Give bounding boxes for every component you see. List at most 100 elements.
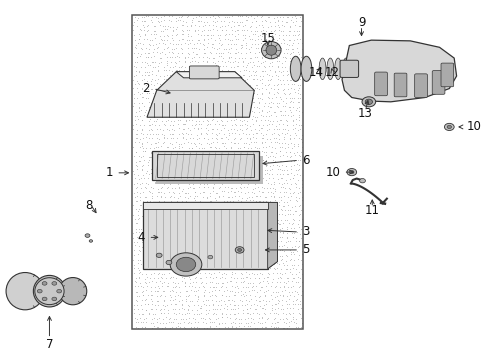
Point bbox=[129, 212, 137, 218]
Point bbox=[276, 307, 284, 312]
Point bbox=[163, 23, 171, 29]
Point bbox=[175, 217, 183, 223]
Point bbox=[209, 239, 217, 245]
Point bbox=[148, 217, 156, 223]
Point bbox=[202, 297, 209, 303]
Point bbox=[251, 230, 259, 236]
Point bbox=[197, 112, 205, 118]
Point bbox=[290, 172, 298, 177]
Point bbox=[167, 136, 175, 141]
Point bbox=[288, 249, 296, 255]
Point bbox=[288, 298, 296, 304]
Point bbox=[187, 163, 195, 169]
Point bbox=[140, 18, 148, 23]
Point bbox=[295, 301, 303, 307]
Point bbox=[256, 303, 264, 309]
Point bbox=[168, 108, 176, 114]
Point bbox=[230, 112, 238, 118]
Point bbox=[266, 28, 274, 34]
Point bbox=[267, 323, 275, 329]
Point bbox=[144, 104, 152, 110]
Point bbox=[194, 71, 202, 77]
Bar bbox=[156, 156, 263, 184]
Point bbox=[286, 193, 294, 198]
Point bbox=[198, 90, 206, 95]
Point bbox=[143, 175, 151, 181]
Point bbox=[158, 131, 165, 136]
Point bbox=[214, 166, 222, 172]
Point bbox=[293, 297, 301, 302]
Point bbox=[136, 190, 143, 196]
Point bbox=[251, 50, 259, 56]
Point bbox=[283, 167, 290, 173]
Point bbox=[144, 292, 152, 298]
Point bbox=[140, 229, 147, 235]
Point bbox=[194, 311, 202, 317]
Point bbox=[176, 270, 184, 276]
Point bbox=[193, 96, 201, 102]
Point bbox=[186, 238, 194, 244]
Point bbox=[233, 95, 241, 101]
Point bbox=[194, 18, 202, 24]
Point bbox=[168, 95, 176, 101]
Point bbox=[203, 118, 211, 124]
Point bbox=[289, 257, 297, 263]
Point bbox=[286, 251, 294, 257]
Point bbox=[288, 117, 296, 123]
Point bbox=[270, 23, 278, 29]
Point bbox=[166, 100, 174, 105]
Point bbox=[243, 113, 250, 118]
Point bbox=[243, 60, 251, 66]
Point bbox=[243, 122, 250, 127]
Point bbox=[139, 292, 146, 298]
Point bbox=[230, 243, 238, 248]
Point bbox=[169, 244, 177, 250]
Point bbox=[267, 279, 275, 285]
Point bbox=[283, 180, 290, 186]
Point bbox=[277, 217, 285, 222]
Point bbox=[133, 113, 141, 118]
Point bbox=[255, 298, 263, 304]
Point bbox=[163, 60, 170, 66]
Point bbox=[285, 289, 292, 295]
Point bbox=[258, 135, 265, 141]
Point bbox=[203, 262, 210, 267]
Point bbox=[276, 171, 284, 177]
Point bbox=[215, 243, 223, 249]
Point bbox=[160, 211, 168, 217]
Point bbox=[154, 271, 162, 276]
Point bbox=[273, 104, 281, 110]
Point bbox=[271, 198, 279, 203]
Point bbox=[254, 319, 262, 325]
Point bbox=[199, 235, 207, 240]
Point bbox=[139, 41, 147, 47]
Point bbox=[132, 162, 140, 168]
Point bbox=[151, 311, 159, 317]
Point bbox=[259, 202, 267, 208]
Point bbox=[153, 81, 161, 86]
Point bbox=[138, 59, 146, 65]
Point bbox=[288, 234, 296, 239]
Point bbox=[267, 238, 275, 244]
Point bbox=[242, 140, 249, 146]
Text: 4: 4 bbox=[137, 231, 144, 244]
Point bbox=[218, 229, 226, 235]
Point bbox=[212, 176, 220, 181]
Point bbox=[231, 207, 239, 213]
Point bbox=[244, 99, 252, 105]
Point bbox=[220, 46, 227, 52]
Point bbox=[230, 117, 238, 123]
Point bbox=[156, 278, 163, 284]
Point bbox=[195, 207, 203, 213]
Point bbox=[250, 85, 258, 91]
Ellipse shape bbox=[301, 56, 311, 81]
Ellipse shape bbox=[156, 253, 162, 257]
Point bbox=[258, 81, 265, 86]
Point bbox=[152, 144, 160, 150]
Point bbox=[228, 319, 236, 325]
Point bbox=[245, 49, 253, 55]
Point bbox=[142, 194, 150, 200]
Point bbox=[295, 82, 303, 88]
Point bbox=[138, 163, 146, 168]
Point bbox=[197, 94, 205, 100]
